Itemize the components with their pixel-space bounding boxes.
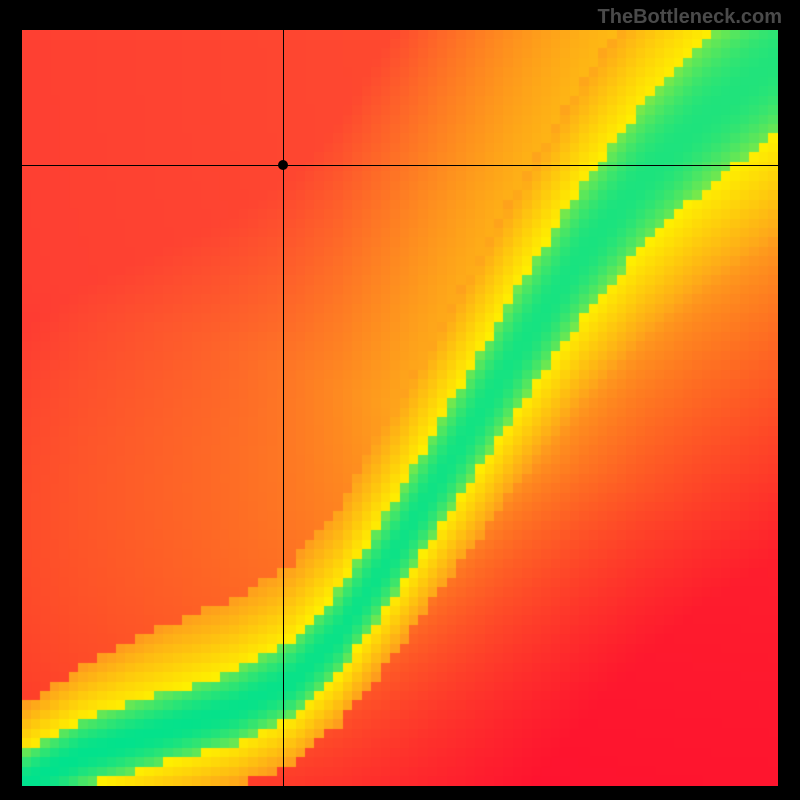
heatmap-canvas [22,30,778,786]
watermark-text: TheBottleneck.com [598,6,782,29]
chart-container: TheBottleneck.com [0,0,800,800]
intersection-marker [278,160,288,170]
crosshair-horizontal [22,165,778,166]
plot-area [22,30,778,786]
crosshair-vertical [283,30,284,786]
